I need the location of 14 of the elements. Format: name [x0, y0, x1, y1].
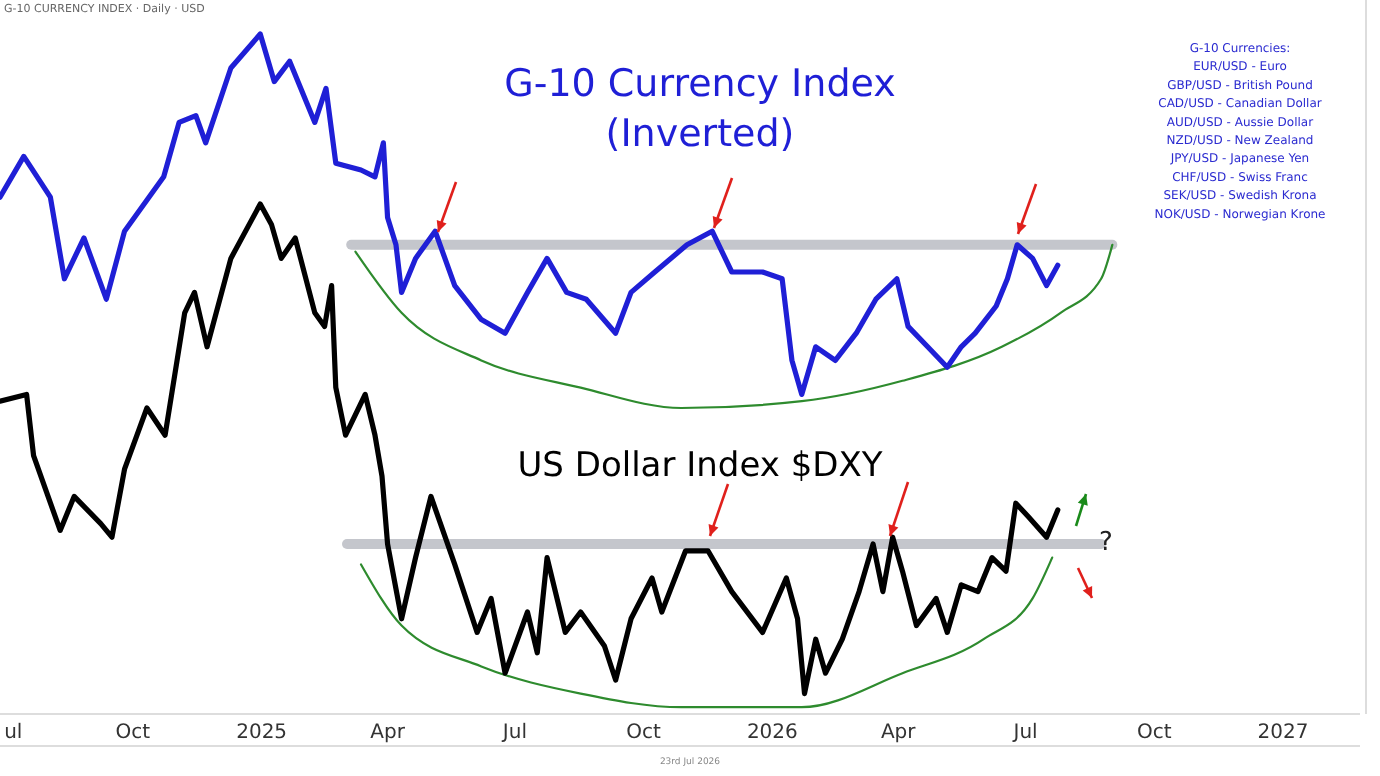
text: G-10 Currency Index (Inverted) — [504, 62, 896, 156]
x-tick-label: 2025 — [236, 722, 288, 744]
x-tick-label: Apr — [370, 722, 407, 744]
x-tick-label: Jul — [1011, 722, 1038, 744]
x-tick-label: Oct — [626, 722, 662, 744]
x-tick-label: ul — [4, 722, 23, 744]
x-tick-label: 2027 — [1257, 722, 1309, 744]
annotation: ? — [1099, 528, 1113, 558]
x-tick-label: Apr — [880, 722, 918, 744]
x-tick-label: Oct — [115, 722, 151, 744]
x-tick-label: Jul — [500, 722, 527, 744]
series-label: US Dollar Index $DXY — [517, 446, 884, 486]
x-tick-label: 2026 — [746, 722, 798, 744]
x-tick-label: Oct — [1137, 722, 1172, 744]
